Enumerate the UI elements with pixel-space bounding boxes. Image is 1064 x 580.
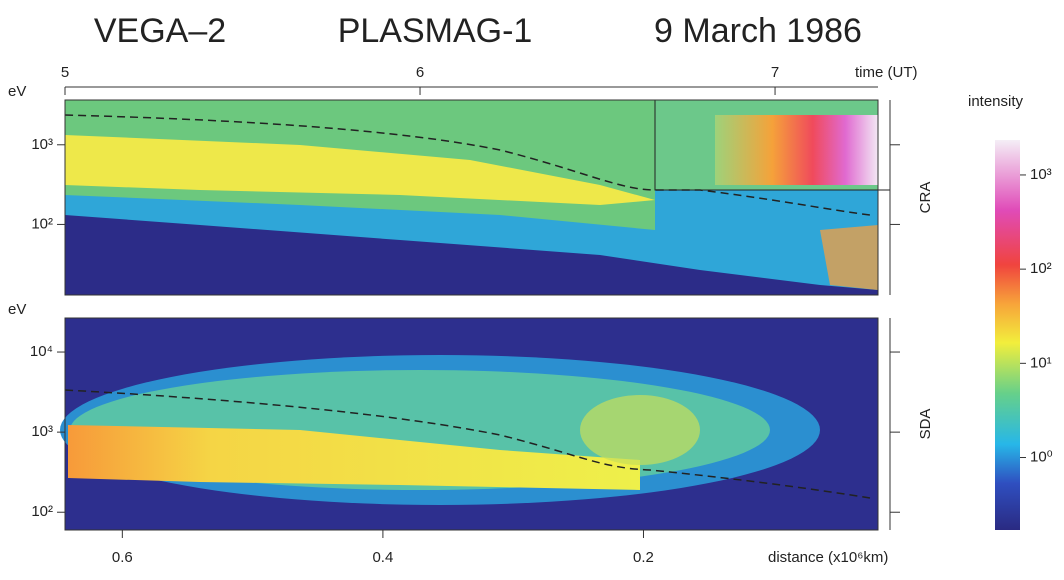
colorbar-tick-label: 10⁰ <box>1030 448 1053 465</box>
y-tick-label: 10² <box>31 503 53 520</box>
colorbar-tick-label: 10³ <box>1030 166 1052 183</box>
y-tick-label: 10³ <box>31 423 53 440</box>
panel-frame <box>64 99 879 296</box>
y-tick-label: 10⁴ <box>30 343 53 360</box>
colorbar-tick-label: 10² <box>1030 260 1052 277</box>
spacecraft: VEGA–2 <box>94 12 226 50</box>
y-unit: eV <box>8 301 26 318</box>
date: 9 March 1986 <box>654 12 862 50</box>
colorbar-tick-label: 10¹ <box>1030 354 1052 371</box>
cra-spectrogram <box>64 100 890 295</box>
sda-spectrogram <box>60 318 878 530</box>
x-tick-label: 5 <box>61 64 69 81</box>
x-tick-label: 0.2 <box>633 549 654 566</box>
side-label: SDA <box>917 409 934 440</box>
y-tick-label: 10² <box>31 215 53 232</box>
x-tick-label: 6 <box>416 64 424 81</box>
side-label: CRA <box>917 182 934 214</box>
x-axis-label: time (UT) <box>855 64 918 81</box>
x-tick-label: 7 <box>771 64 779 81</box>
y-unit: eV <box>8 83 26 100</box>
colorbar <box>995 140 1020 530</box>
x-axis-label: distance (x10⁶km) <box>768 549 888 566</box>
y-tick-label: 10³ <box>31 136 53 153</box>
x-tick-label: 0.6 <box>112 549 133 566</box>
colorbar-title: intensity <box>968 93 1024 110</box>
x-tick-label: 0.4 <box>372 549 393 566</box>
panel-frame <box>64 317 879 531</box>
instrument: PLASMAG-1 <box>338 12 533 50</box>
